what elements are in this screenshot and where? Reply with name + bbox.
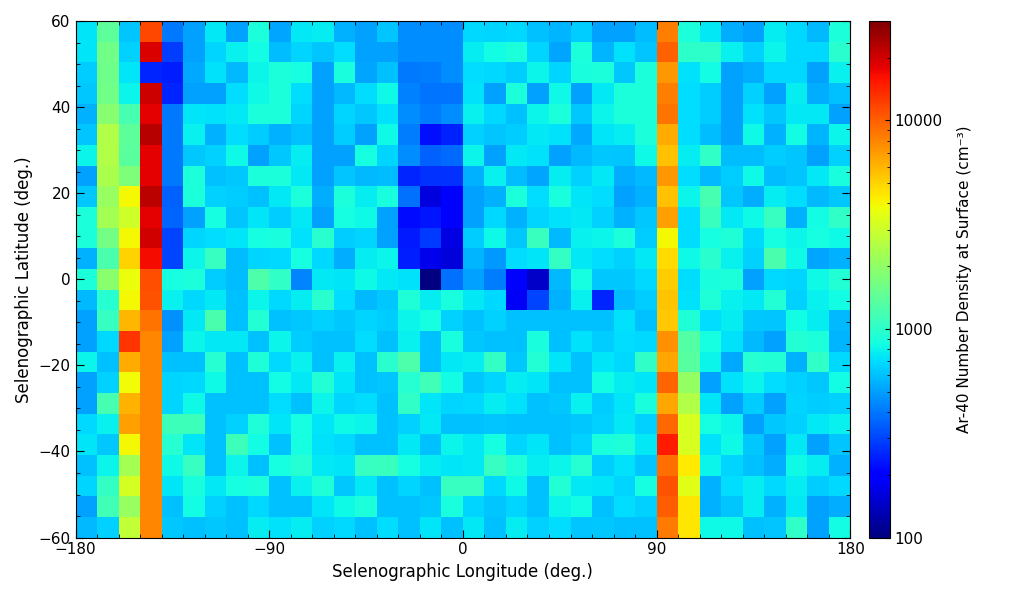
- X-axis label: Selenographic Longitude (deg.): Selenographic Longitude (deg.): [333, 563, 593, 581]
- Y-axis label: Ar-40 Number Density at Surface (cm⁻³): Ar-40 Number Density at Surface (cm⁻³): [956, 126, 972, 433]
- Y-axis label: Selenographic Latitude (deg.): Selenographic Latitude (deg.): [15, 156, 33, 403]
